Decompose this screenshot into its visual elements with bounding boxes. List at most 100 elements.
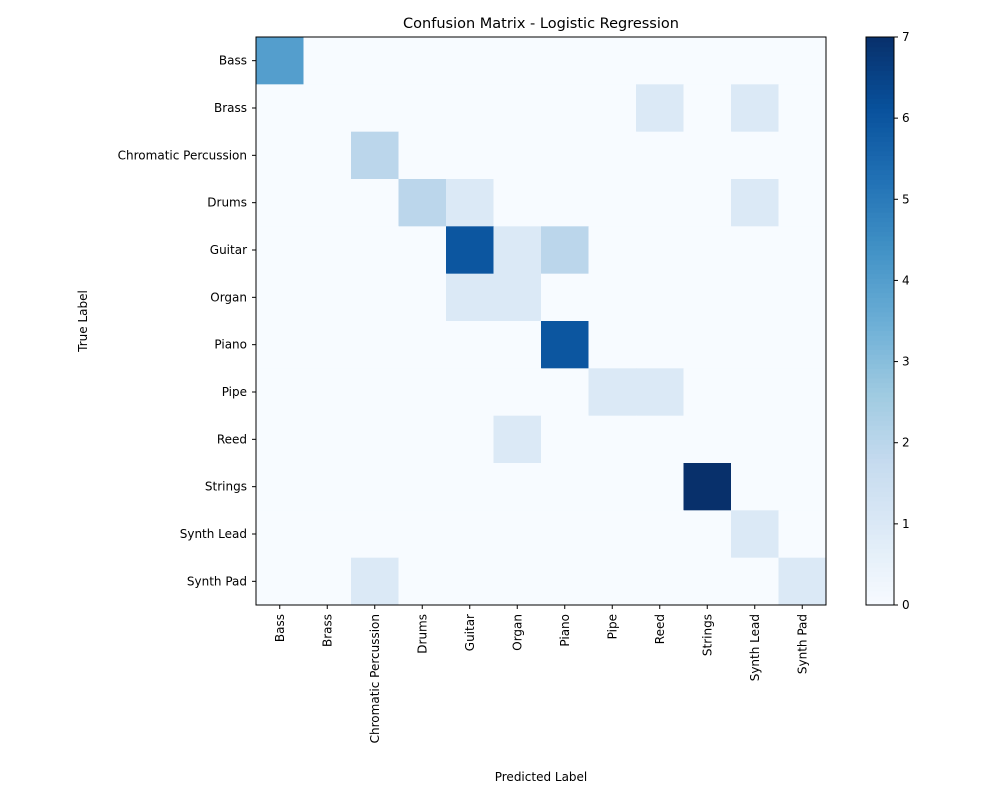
heatmap-cell [731, 321, 779, 369]
heatmap-cell [351, 510, 399, 559]
colorbar-segment [866, 278, 894, 284]
y-tick-label: Chromatic Percussion [118, 148, 247, 162]
y-tick-label: Guitar [210, 243, 247, 257]
colorbar-segment [866, 311, 894, 317]
heatmap-cell [256, 463, 304, 511]
heatmap-cell [351, 226, 399, 275]
colorbar-segment [866, 112, 894, 119]
heatmap-cell [256, 510, 304, 559]
heatmap-cell [778, 557, 827, 606]
heatmap-cell [303, 510, 352, 559]
y-tick-label: Reed [217, 432, 247, 446]
x-axis-label: Predicted Label [495, 770, 588, 784]
heatmap-cell [636, 131, 684, 180]
heatmap-cell [303, 557, 352, 606]
colorbar: 0 1 2 3 4 5 6 7 [865, 30, 910, 612]
heatmap-cell [256, 179, 304, 227]
colorbar-segment [866, 150, 894, 156]
colorbar-segment [866, 183, 894, 190]
heatmap-cell [398, 37, 447, 85]
heatmap-cell [636, 321, 684, 369]
heatmap-cell [493, 179, 542, 227]
colorbar-tick-label: 7 [902, 30, 910, 44]
colorbar-tick-label: 1 [902, 517, 910, 531]
heatmap-cell [493, 131, 542, 180]
heatmap-cell [398, 510, 447, 559]
heatmap-cell [588, 131, 637, 180]
y-tick-labels: Bass Brass Chromatic Percussion Drums Guitar… [118, 54, 256, 588]
heatmap-cell [541, 557, 589, 606]
heatmap-cell [256, 131, 304, 180]
colorbar-segment [866, 254, 894, 261]
heatmap-cell [778, 37, 827, 85]
heatmap-cell [588, 226, 637, 275]
colorbar-segment [866, 576, 894, 582]
colorbar-segment [866, 297, 894, 303]
colorbar-segment [866, 425, 894, 431]
colorbar-segment [866, 406, 894, 412]
colorbar-segment [866, 216, 894, 223]
heatmap-cell [541, 510, 589, 559]
heatmap-cell [351, 415, 399, 464]
heatmap-cell [683, 226, 732, 275]
colorbar-segment [866, 325, 894, 332]
colorbar-segment [866, 292, 894, 298]
y-tick-label: Strings [205, 480, 247, 494]
heatmap-cell [446, 273, 494, 322]
heatmap-cell [778, 273, 827, 322]
heatmap-cell [256, 84, 304, 133]
colorbar-tick-label: 4 [902, 273, 910, 287]
colorbar-segment [866, 581, 894, 587]
heatmap-cell [636, 84, 684, 133]
colorbar-segment [866, 131, 894, 137]
heatmap-cell [303, 321, 352, 369]
colorbar-segment [866, 368, 894, 374]
heatmap-cell [493, 84, 542, 133]
heatmap-cell [351, 368, 399, 417]
heatmap-cell [351, 321, 399, 369]
colorbar-segment [866, 415, 894, 421]
heatmap-cell [303, 463, 352, 511]
x-tick-label: Synth Lead [748, 614, 762, 681]
heatmap-cell [303, 226, 352, 275]
colorbar-tick-label: 3 [902, 355, 910, 369]
y-tick-label: Brass [214, 101, 247, 115]
colorbar-segment [866, 240, 894, 246]
colorbar-segment [866, 387, 894, 393]
colorbar-segment [866, 486, 894, 492]
colorbar-segment [866, 264, 894, 270]
colorbar-segment [866, 330, 894, 336]
colorbar-segment [866, 155, 894, 161]
colorbar-segment [866, 510, 894, 516]
heatmap-cell [493, 510, 542, 559]
heatmap-cell [446, 37, 494, 85]
heatmap-cell [446, 415, 494, 464]
heatmap-cell [493, 415, 542, 464]
heatmap-cell [446, 510, 494, 559]
heatmap-cell [731, 131, 779, 180]
colorbar-segment [866, 377, 894, 384]
heatmap-cells [256, 37, 827, 606]
colorbar-segment [866, 543, 894, 549]
heatmap-cell [398, 226, 447, 275]
heatmap-cell [731, 37, 779, 85]
colorbar-segment [866, 306, 894, 313]
heatmap-cell [541, 368, 589, 417]
heatmap-cell [303, 84, 352, 133]
heatmap-cell [398, 84, 447, 133]
colorbar-segment [866, 287, 894, 294]
colorbar-segment [866, 141, 894, 147]
colorbar-segment [866, 515, 894, 521]
heatmap-cell [683, 37, 732, 85]
colorbar-segment [866, 55, 894, 62]
heatmap-cell [256, 557, 304, 606]
colorbar-segment [866, 477, 894, 483]
colorbar-segment [866, 595, 894, 601]
colorbar-segment [866, 344, 894, 350]
x-tick-label: Synth Pad [795, 614, 809, 674]
colorbar-segment [866, 339, 894, 346]
heatmap-cell [351, 131, 399, 180]
colorbar-segment [866, 160, 894, 166]
heatmap-cell [446, 321, 494, 369]
